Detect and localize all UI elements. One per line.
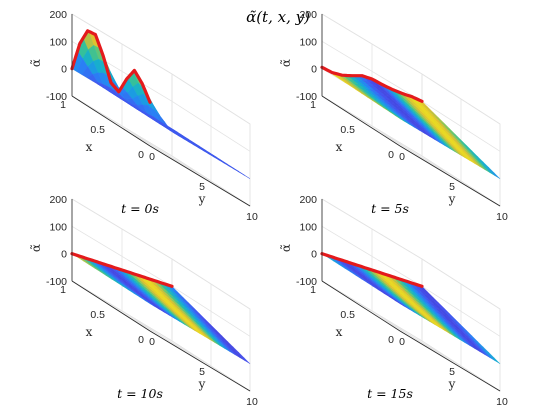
x-tick-label: 0.5 [340,124,355,136]
x-tick-label: 0 [388,334,394,346]
y-axis-label: y [448,377,456,391]
z-tick-label: 0 [311,64,317,76]
x-axis-label: x [86,140,93,154]
x-axis-label: x [336,325,343,339]
y-tick-label: 10 [246,211,258,223]
x-grid-line [360,99,462,182]
y-axis-line [149,145,251,207]
z-tick-label: -100 [296,276,317,288]
x-axis-line [321,95,401,147]
y-axis-line [399,145,501,207]
y-tick-label: 10 [246,396,258,406]
z-axis-label: α̃ [279,59,293,67]
x-grid-line [71,74,173,157]
y-tick-label: 0 [399,151,405,163]
y-axis-line [149,330,251,392]
y-axis-label: y [448,192,456,206]
z-tick-label: -100 [46,276,67,288]
z-tick-label: -100 [46,91,67,103]
x-tick-label: 0 [388,149,394,161]
z-tick-label: 0 [61,249,67,261]
z-tick-label: 100 [299,221,317,233]
z-tick-label: 200 [49,9,67,21]
x-tick-label: 0 [138,334,144,346]
z-tick-label: 0 [311,249,317,261]
x-axis-label: x [86,325,93,339]
z-tick-label: 200 [49,194,67,206]
z-tick-label: 100 [49,36,67,48]
x-grid-line [110,99,212,182]
x-axis-label: x [336,140,343,154]
x-tick-label: 1 [60,99,66,111]
y-tick-label: 10 [496,396,508,406]
panel-title: t = 15s [367,386,413,401]
y-axis-label: y [198,192,206,206]
y-axis-line [399,330,501,392]
z-tick-label: 0 [61,64,67,76]
y-tick-label: 10 [496,211,508,223]
x-tick-label: 0.5 [340,309,355,321]
z-axis-label: α̃ [279,244,293,252]
y-tick-label: 5 [199,181,205,193]
x-tick-label: 1 [310,99,316,111]
x-tick-label: 1 [310,284,316,296]
boundary-line [320,65,424,103]
y-axis-label: y [198,377,206,391]
x-axis-line [321,280,401,332]
y-tick-label: 0 [149,151,155,163]
y-tick-label: 0 [399,336,405,348]
z-axis-label: α̃ [29,244,43,252]
y-tick-label: 5 [449,181,455,193]
panel-title: t = 0s [121,201,159,216]
x-axis-line [71,95,151,147]
x-grid-line [360,284,462,367]
z-tick-label: 100 [49,221,67,233]
figure-title: α̃(t, x, y) [246,8,310,26]
y-tick-label: 0 [149,336,155,348]
x-axis-line [71,280,151,332]
boundary-line [70,252,174,288]
panel-title: t = 10s [117,386,163,401]
x-tick-label: 1 [60,284,66,296]
y-tick-label: 5 [449,366,455,378]
x-grid-line [110,284,212,367]
y-tick-label: 5 [199,366,205,378]
panel-title: t = 5s [371,201,409,216]
boundary-line [320,252,424,288]
z-tick-label: -100 [296,91,317,103]
z-tick-label: 100 [299,36,317,48]
z-tick-label: 200 [299,9,317,21]
z-axis-label: α̃ [29,59,43,67]
surface-patch [166,125,178,133]
x-tick-label: 0 [138,149,144,161]
x-tick-label: 0.5 [90,309,105,321]
boundary-line [70,29,152,104]
x-tick-label: 0.5 [90,124,105,136]
z-tick-label: 200 [299,194,317,206]
